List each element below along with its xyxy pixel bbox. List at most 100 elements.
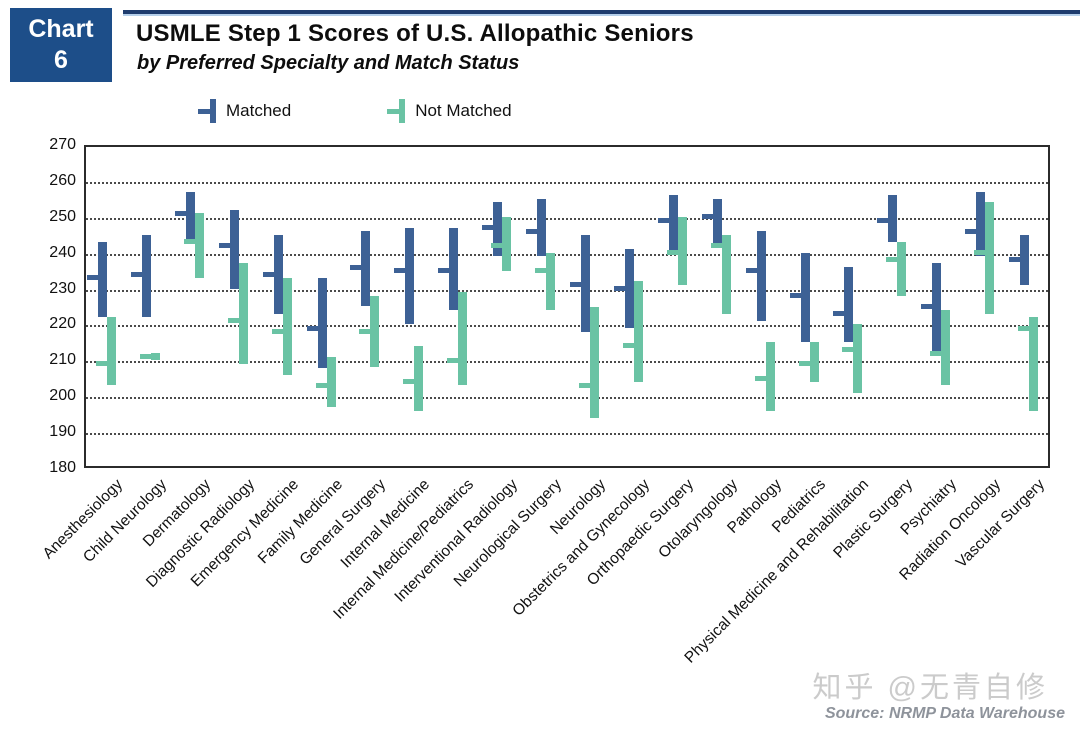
matched-mean-tick xyxy=(1009,257,1030,263)
not-matched-mean-tick xyxy=(447,357,468,363)
not-matched-mean-tick xyxy=(359,329,380,335)
not-matched-mean-tick xyxy=(535,268,556,274)
matched-mean-tick xyxy=(526,228,547,234)
legend-item-matched: Matched xyxy=(198,98,291,124)
not-matched-mean-tick xyxy=(974,250,995,256)
plot-area xyxy=(84,145,1050,468)
y-axis-label: 240 xyxy=(49,243,76,261)
matched-mean-tick xyxy=(438,268,459,274)
not-matched-range-bar xyxy=(458,292,468,386)
not-matched-mean-tick xyxy=(403,379,424,385)
not-matched-range-bar xyxy=(721,234,731,314)
y-axis-label: 230 xyxy=(49,279,76,297)
y-axis-label: 200 xyxy=(49,387,76,405)
not-matched-range-bar xyxy=(326,356,336,407)
y-axis-label: 190 xyxy=(49,423,76,441)
not-matched-mean-tick xyxy=(227,318,248,324)
not-matched-mean-tick xyxy=(271,329,292,335)
not-matched-mean-tick xyxy=(842,347,863,353)
not-matched-range-bar xyxy=(546,252,556,311)
matched-range-bar xyxy=(537,198,547,257)
chart-subtitle: by Preferred Specialty and Match Status xyxy=(137,52,520,74)
matched-mean-tick xyxy=(262,271,283,277)
badge-number: 6 xyxy=(54,46,68,74)
matched-mean-tick xyxy=(130,271,151,277)
not-matched-mean-tick xyxy=(622,343,643,349)
matched-mean-tick xyxy=(657,217,678,223)
not-matched-range-bar xyxy=(897,241,907,296)
not-matched-range-bar xyxy=(106,317,116,386)
watermark: 知乎 @无青自修 xyxy=(812,672,1048,704)
matched-mean-tick xyxy=(482,225,503,231)
not-matched-mean-tick xyxy=(886,257,907,263)
gridline xyxy=(86,325,1048,328)
not-matched-mean-tick xyxy=(183,239,204,245)
source-credit: Source: NRMP Data Warehouse xyxy=(824,705,1065,722)
header-rule xyxy=(123,10,1080,14)
matched-mean-tick xyxy=(877,217,898,223)
matched-mean-tick xyxy=(306,325,327,331)
not-matched-mean-tick xyxy=(139,354,160,360)
matched-range-bar xyxy=(712,198,722,246)
matched-mean-tick xyxy=(833,311,854,317)
not-matched-mean-tick xyxy=(754,375,775,381)
gridline xyxy=(86,253,1048,256)
gridline xyxy=(86,289,1048,292)
y-axis-label: 180 xyxy=(49,459,76,476)
not-matched-mean-tick xyxy=(710,242,731,248)
y-axis-label: 270 xyxy=(49,136,76,153)
matched-marker-icon xyxy=(198,98,218,124)
not-matched-range-bar xyxy=(414,345,424,411)
matched-range-bar xyxy=(405,227,415,325)
chart-number-badge: Chart 6 xyxy=(10,8,112,82)
legend-label-not-matched: Not Matched xyxy=(415,101,512,120)
chart-title: USMLE Step 1 Scores of U.S. Allopathic S… xyxy=(136,20,694,47)
badge-word: Chart xyxy=(28,14,94,43)
matched-range-bar xyxy=(976,191,986,257)
not-matched-range-bar xyxy=(194,213,204,278)
gridline xyxy=(86,181,1048,184)
matched-range-bar xyxy=(668,195,678,253)
legend-item-not-matched: Not Matched xyxy=(387,98,512,124)
matched-mean-tick xyxy=(613,286,634,292)
legend-label-matched: Matched xyxy=(226,101,292,120)
matched-range-bar xyxy=(844,267,854,343)
matched-mean-tick xyxy=(569,282,590,288)
matched-mean-tick xyxy=(745,268,766,274)
y-axis-label: 250 xyxy=(49,207,76,225)
matched-mean-tick xyxy=(350,264,371,270)
not-matched-range-bar xyxy=(853,324,863,393)
not-matched-mean-tick xyxy=(491,242,512,248)
matched-mean-tick xyxy=(789,293,810,299)
not-matched-mean-tick xyxy=(930,350,951,356)
not-matched-mean-tick xyxy=(798,361,819,367)
not-matched-range-bar xyxy=(589,306,599,418)
not-matched-range-bar xyxy=(282,277,292,375)
matched-range-bar xyxy=(756,231,766,321)
not-matched-range-bar xyxy=(941,310,951,386)
gridline xyxy=(86,397,1048,400)
not-matched-range-bar xyxy=(1029,317,1039,411)
matched-mean-tick xyxy=(394,268,415,274)
gridline xyxy=(86,217,1048,220)
gridline xyxy=(86,361,1048,364)
not-matched-mean-tick xyxy=(315,382,336,388)
not-matched-range-bar xyxy=(633,281,643,382)
y-axis-label: 210 xyxy=(49,351,76,369)
matched-mean-tick xyxy=(965,228,986,234)
not-matched-mean-tick xyxy=(666,250,687,256)
y-axis-label: 220 xyxy=(49,315,76,333)
not-matched-mean-tick xyxy=(1018,325,1039,331)
matched-range-bar xyxy=(317,277,327,368)
not-matched-mean-tick xyxy=(578,382,599,388)
not-matched-range-bar xyxy=(238,263,248,364)
header-rule-accent xyxy=(123,14,1080,16)
gridline xyxy=(86,433,1048,436)
matched-range-bar xyxy=(185,191,195,242)
matched-mean-tick xyxy=(174,210,195,216)
y-axis-label: 260 xyxy=(49,171,76,189)
not-matched-marker-icon xyxy=(387,98,407,124)
not-matched-range-bar xyxy=(985,202,995,314)
matched-mean-tick xyxy=(218,242,239,248)
matched-mean-tick xyxy=(86,275,107,281)
